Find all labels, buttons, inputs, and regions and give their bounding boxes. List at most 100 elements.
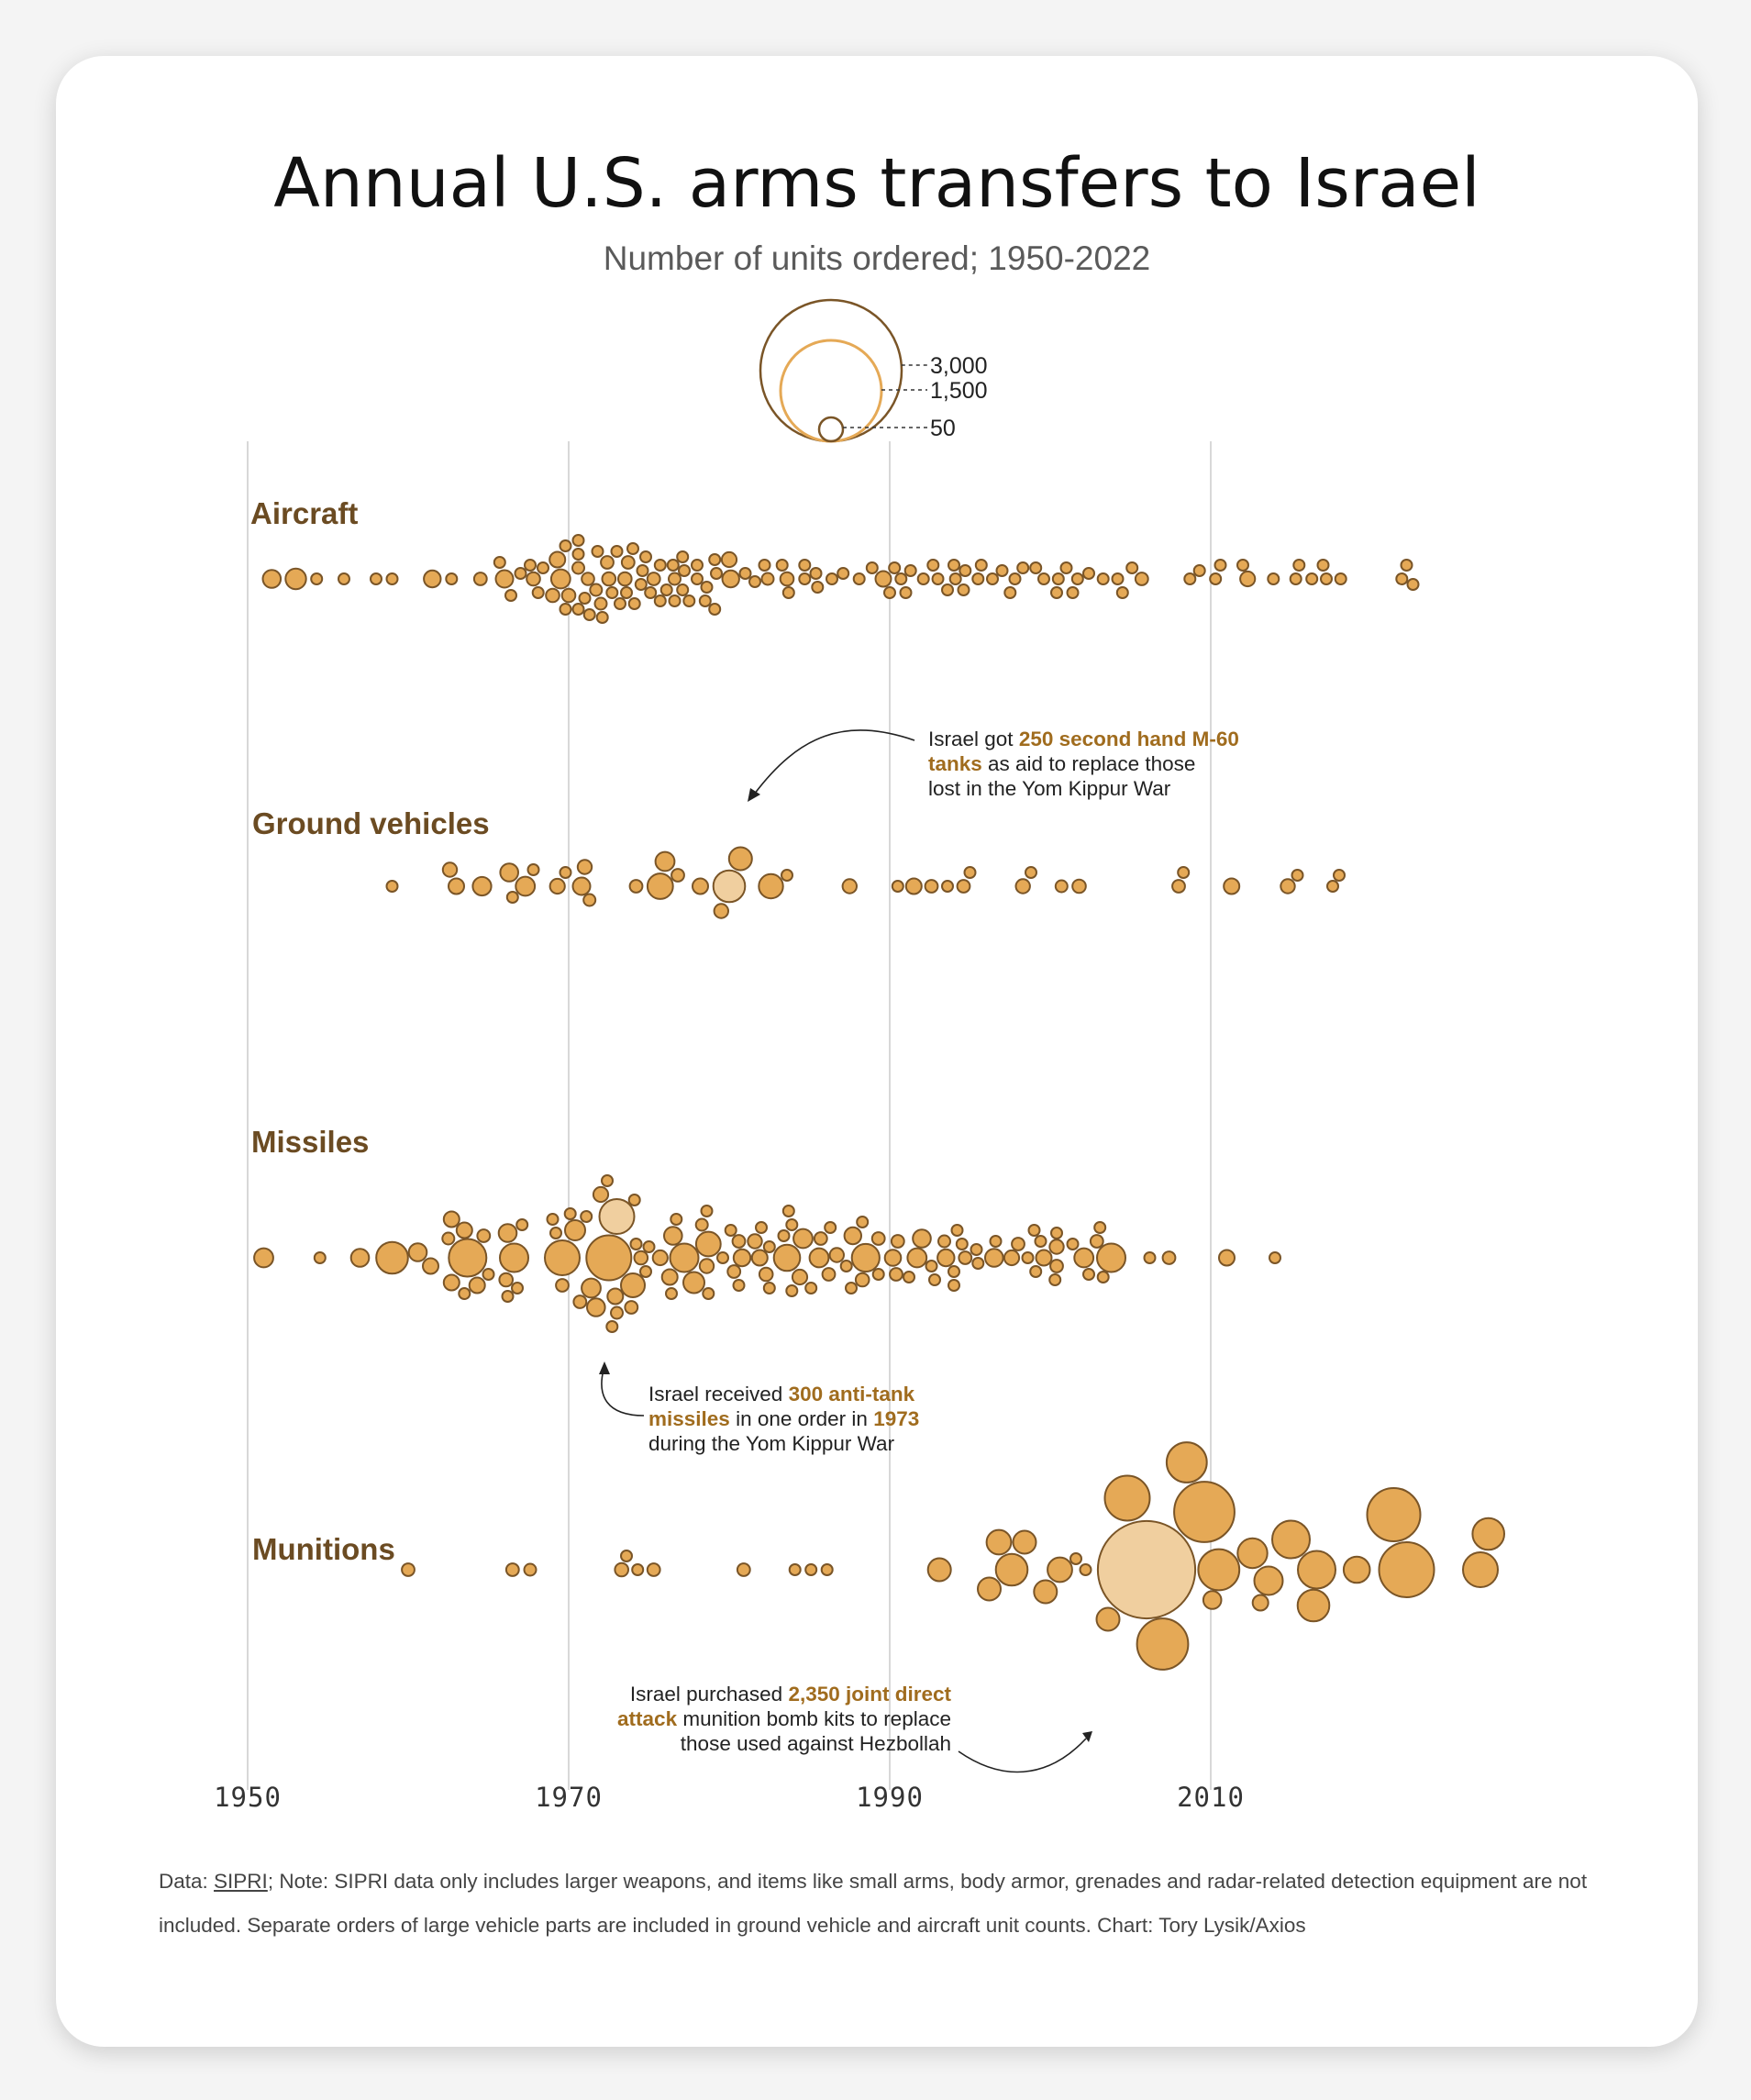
bubble-aircraft bbox=[589, 583, 604, 597]
bubble-missiles bbox=[605, 1320, 619, 1333]
bubble-aircraft bbox=[578, 592, 592, 605]
bubble-ground-vehicles bbox=[1280, 878, 1296, 894]
bubble-aircraft bbox=[526, 571, 541, 587]
bubble-aircraft bbox=[620, 555, 636, 570]
bubble-munitions bbox=[620, 1550, 633, 1562]
bubble-aircraft bbox=[798, 572, 812, 585]
bubble-aircraft bbox=[610, 545, 624, 558]
svg-text:tanks as aid to replace those: tanks as aid to replace those bbox=[928, 752, 1195, 775]
bubble-aircraft bbox=[605, 586, 619, 599]
bubble-missiles bbox=[651, 1249, 669, 1267]
bubble-aircraft bbox=[837, 567, 850, 580]
bubble-missiles bbox=[1048, 1239, 1065, 1255]
bubble-ground-vehicles bbox=[758, 872, 784, 900]
bubble-ground-vehicles bbox=[1014, 878, 1031, 894]
bubble-missiles bbox=[804, 1282, 818, 1294]
bubble-missiles bbox=[792, 1228, 814, 1250]
bubble-missiles bbox=[498, 1272, 515, 1288]
bubble-missiles bbox=[839, 1260, 853, 1272]
bubble-ground-vehicles bbox=[891, 880, 904, 893]
bubble-missiles bbox=[422, 1257, 439, 1275]
bubble-aircraft bbox=[1289, 572, 1302, 585]
svg-text:Israel received 300 anti-tank: Israel received 300 anti-tank bbox=[648, 1383, 915, 1406]
bubble-missiles bbox=[670, 1213, 683, 1226]
bubble-missiles bbox=[1029, 1265, 1043, 1278]
bubble-aircraft bbox=[659, 583, 673, 596]
bubble-aircraft bbox=[668, 594, 682, 607]
bubble-munitions bbox=[788, 1563, 802, 1576]
bubble-ground-vehicles bbox=[1223, 877, 1241, 895]
bubble-missiles bbox=[785, 1218, 799, 1231]
highlight-bubble-ground-vehicles bbox=[712, 869, 747, 904]
bubble-ground-vehicles bbox=[924, 879, 939, 894]
bubble-missiles bbox=[665, 1287, 678, 1300]
chart-subtitle: Number of units ordered; 1950-2022 bbox=[604, 239, 1150, 277]
bubble-aircraft bbox=[865, 561, 879, 574]
bubble-ground-vehicles bbox=[549, 877, 566, 895]
bubble-munitions bbox=[1165, 1441, 1208, 1483]
bubble-aircraft bbox=[1111, 572, 1125, 585]
bubble-missiles bbox=[1050, 1227, 1063, 1239]
category-label-aircraft: Aircraft bbox=[250, 496, 358, 530]
bubble-missiles bbox=[592, 1185, 610, 1204]
bubble-missiles bbox=[624, 1300, 639, 1315]
bubble-aircraft bbox=[1239, 570, 1257, 588]
bubble-missiles bbox=[950, 1224, 964, 1237]
bubble-missiles bbox=[955, 1238, 969, 1250]
bubble-ground-vehicles bbox=[471, 875, 493, 897]
bubble-missiles bbox=[732, 1248, 752, 1268]
bubble-aircraft bbox=[1008, 572, 1022, 585]
bubble-missiles bbox=[620, 1272, 646, 1298]
bubble-missiles bbox=[716, 1251, 729, 1264]
bubble-aircraft bbox=[1334, 572, 1347, 585]
x-gridlines bbox=[247, 441, 1212, 1790]
bubble-missiles bbox=[501, 1290, 515, 1303]
bubble-munitions bbox=[1253, 1565, 1284, 1596]
bubble-ground-vehicles bbox=[670, 868, 685, 883]
bubble-aircraft bbox=[1214, 559, 1227, 572]
bubble-aircraft bbox=[931, 572, 945, 585]
bubble-aircraft bbox=[926, 559, 940, 572]
x-tick-1950: 1950 bbox=[214, 1782, 282, 1813]
bubble-aircraft bbox=[614, 597, 626, 610]
svg-text:missiles in one order in 1973: missiles in one order in 1973 bbox=[648, 1407, 919, 1430]
bubble-aircraft bbox=[261, 569, 283, 589]
bubble-ground-vehicles bbox=[1177, 866, 1191, 879]
bubble-missiles bbox=[948, 1279, 960, 1292]
bubble-aircraft bbox=[593, 596, 608, 611]
bubble-missiles bbox=[762, 1282, 776, 1294]
bubble-aircraft bbox=[571, 548, 585, 561]
bubble-aircraft bbox=[899, 586, 913, 599]
bubble-ground-vehicles bbox=[654, 850, 676, 872]
bubble-missiles bbox=[1096, 1271, 1110, 1283]
bubble-missiles bbox=[1096, 1242, 1126, 1273]
bubble-missiles bbox=[750, 1249, 769, 1267]
bubble-aircraft bbox=[639, 550, 652, 563]
bubble-missiles bbox=[633, 1250, 649, 1266]
bubble-missiles bbox=[694, 1230, 722, 1258]
bubble-munitions bbox=[1296, 1588, 1331, 1623]
bubble-aircraft bbox=[710, 567, 723, 580]
bubble-munitions bbox=[1251, 1594, 1269, 1612]
bubble-missiles bbox=[854, 1272, 870, 1288]
bubble-aircraft bbox=[545, 587, 560, 604]
bubble-aircraft bbox=[595, 611, 609, 624]
bubble-missiles bbox=[349, 1248, 371, 1268]
bubble-aircraft bbox=[986, 572, 999, 585]
bubble-ground-vehicles bbox=[385, 880, 399, 893]
bubble-missiles bbox=[313, 1251, 327, 1264]
bubble-missiles bbox=[843, 1226, 862, 1246]
bubble-aircraft bbox=[721, 569, 740, 589]
source-link[interactable]: SIPRI bbox=[214, 1870, 268, 1893]
bubble-aircraft bbox=[1051, 572, 1065, 585]
bubble-ground-vehicles bbox=[781, 869, 793, 882]
bubble-missiles bbox=[731, 1234, 747, 1249]
bubble-aircraft bbox=[310, 572, 324, 585]
bubble-munitions bbox=[1271, 1519, 1311, 1560]
bubble-munitions bbox=[1202, 1590, 1223, 1610]
bubble-aircraft bbox=[1236, 559, 1249, 572]
bubble-missiles bbox=[984, 1248, 1004, 1268]
bubble-missiles bbox=[937, 1234, 951, 1249]
bubble-munitions bbox=[804, 1563, 818, 1576]
bubble-aircraft bbox=[514, 567, 527, 580]
